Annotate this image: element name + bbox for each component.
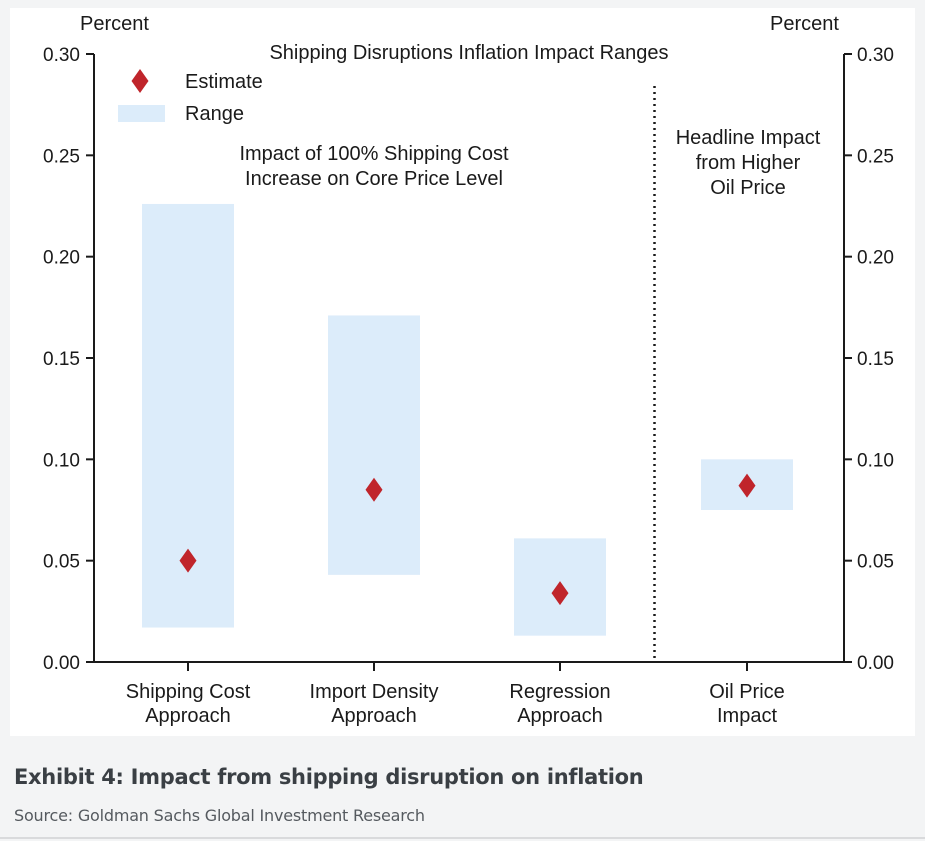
y-tick-label-left: 0.05 (43, 552, 80, 573)
y-tick-label-left: 0.10 (43, 450, 80, 471)
estimate-marker (738, 473, 756, 498)
y-tick-label-right: 0.00 (857, 653, 894, 674)
x-tick-label: Import Density (310, 681, 439, 703)
y-tick-label-left: 0.30 (43, 45, 80, 66)
estimate-marker (365, 477, 383, 502)
annotation-core-price: Increase on Core Price Level (245, 168, 503, 190)
y-tick-label-right: 0.05 (857, 552, 894, 573)
y-tick-label-right: 0.25 (857, 146, 894, 167)
x-tick-label: Shipping Cost (126, 681, 251, 703)
legend-estimate-marker (131, 69, 149, 93)
legend-range-label: Range (185, 103, 244, 125)
estimate-marker (551, 581, 569, 606)
x-tick-label: Impact (717, 705, 777, 727)
legend-range-swatch (118, 105, 165, 122)
legend-estimate-label: Estimate (185, 71, 263, 93)
estimate-marker (179, 548, 197, 573)
y-tick-label-right: 0.15 (857, 349, 894, 370)
annotation-headline: Oil Price (710, 177, 786, 199)
x-tick-label: Approach (145, 705, 231, 727)
y-axis-label-left: Percent (80, 13, 149, 35)
chart-title: Shipping Disruptions Inflation Impact Ra… (269, 42, 668, 64)
y-tick-label-right: 0.10 (857, 450, 894, 471)
divider (0, 837, 925, 839)
x-tick-label: Approach (331, 705, 417, 727)
y-tick-label-right: 0.20 (857, 248, 894, 269)
y-axis-label-right: Percent (770, 13, 839, 35)
y-tick-label-left: 0.00 (43, 653, 80, 674)
source-note: Source: Goldman Sachs Global Investment … (14, 806, 425, 825)
range-bar (328, 315, 420, 575)
y-tick-label-left: 0.15 (43, 349, 80, 370)
y-tick-label-left: 0.20 (43, 248, 80, 269)
exhibit-title: Exhibit 4: Impact from shipping disrupti… (14, 765, 644, 789)
annotation-headline: from Higher (696, 152, 801, 174)
x-tick-label: Approach (517, 705, 603, 727)
y-tick-label-right: 0.30 (857, 45, 894, 66)
x-tick-label: Regression (509, 681, 610, 703)
y-tick-label-left: 0.25 (43, 146, 80, 167)
annotation-core-price: Impact of 100% Shipping Cost (239, 143, 508, 165)
chart-panel: 0.00 0.00 0.05 0.05 0.10 0.10 0.15 0.15 0.20 0.20… (10, 8, 915, 736)
annotation-headline: Headline Impact (676, 127, 821, 149)
chart-svg: 0.00 0.00 0.05 0.05 0.10 0.10 0.15 0.15 0.20 0.20… (43, 13, 894, 727)
x-tick-label: Oil Price (709, 681, 785, 703)
